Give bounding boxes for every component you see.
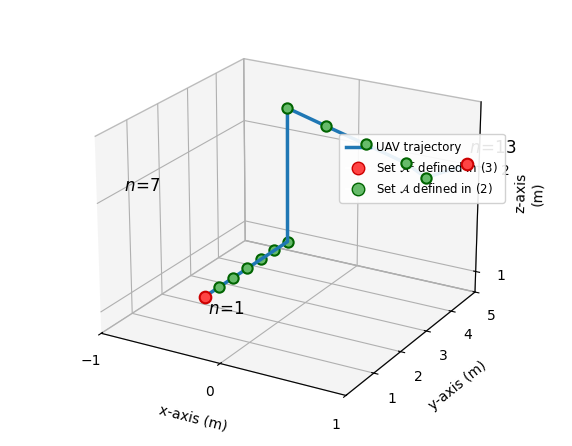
- Legend: UAV trajectory, Set $\mathcal{A}^c$ defined in (3), Set $\mathcal{A}$ defined in: UAV trajectory, Set $\mathcal{A}^c$ defi…: [339, 134, 505, 203]
- X-axis label: x-axis (m): x-axis (m): [158, 403, 229, 434]
- Y-axis label: y-axis (m): y-axis (m): [426, 359, 489, 413]
